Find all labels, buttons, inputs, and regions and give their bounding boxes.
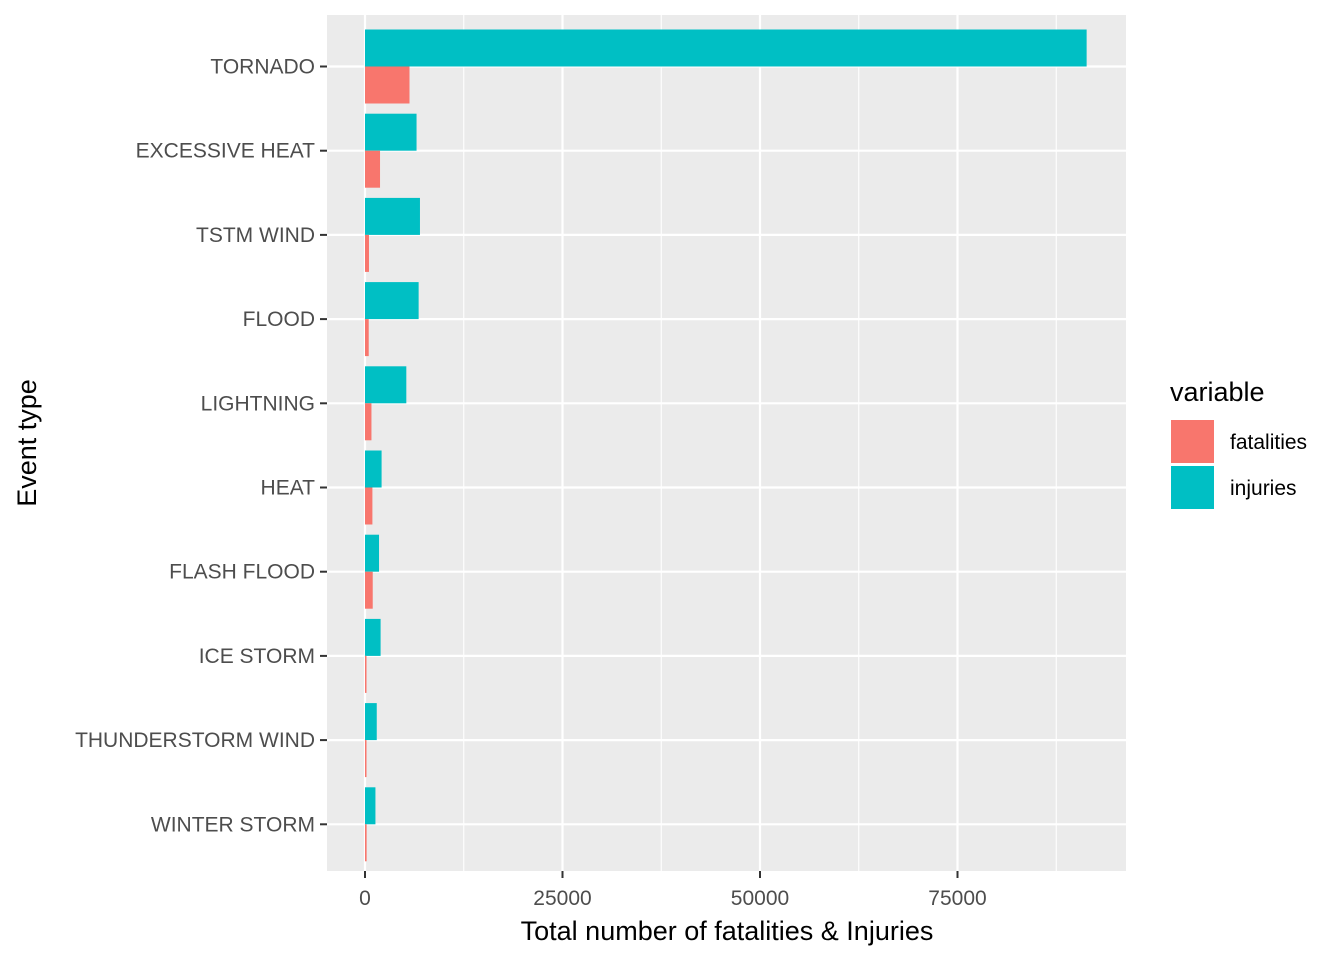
legend-title: variable: [1170, 377, 1265, 407]
bar-fatalities: [365, 151, 380, 188]
bar-fatalities: [365, 740, 367, 777]
x-axis-title: Total number of fatalities & Injuries: [521, 916, 934, 946]
x-tick-label: 75000: [928, 887, 986, 910]
y-tick-label: LIGHTNING: [201, 392, 315, 415]
y-tick-label: FLASH FLOOD: [169, 561, 315, 584]
bar-fatalities: [365, 319, 369, 356]
y-tick-label: FLOOD: [243, 308, 315, 331]
y-tick-label: TORNADO: [210, 56, 315, 79]
bar-injuries: [365, 30, 1087, 67]
bar-fatalities: [365, 403, 371, 440]
legend-label-injuries: injuries: [1230, 477, 1297, 500]
legend-key-injuries: [1171, 466, 1214, 509]
x-tick-label: 50000: [731, 887, 789, 910]
y-tick-label: THUNDERSTORM WIND: [75, 729, 315, 752]
x-tick-label: 25000: [533, 887, 591, 910]
y-tick-label: WINTER STORM: [151, 813, 315, 836]
legend-label-fatalities: fatalities: [1230, 431, 1307, 454]
legend-key-fatalities: [1171, 420, 1214, 463]
x-tick-label: 0: [359, 887, 371, 910]
bar-fatalities: [365, 235, 369, 272]
bar-injuries: [365, 787, 375, 824]
bar-injuries: [365, 451, 382, 488]
bar-fatalities: [365, 488, 372, 525]
y-axis-title: Event type: [12, 379, 42, 507]
bar-fatalities: [365, 824, 367, 861]
plot-panel: [327, 15, 1126, 871]
y-axis-ticks: TORNADO EXCESSIVE HEAT TSTM WIND FLOOD LIGHT…: [75, 56, 327, 837]
bar-injuries: [365, 282, 419, 319]
y-tick-label: ICE STORM: [199, 645, 315, 668]
bar-injuries: [365, 114, 417, 151]
bar-injuries: [365, 703, 377, 740]
legend: fatalities injuries: [1171, 420, 1307, 509]
bar-fatalities: [365, 67, 410, 104]
bar-injuries: [365, 198, 420, 235]
y-tick-label: HEAT: [261, 477, 316, 500]
bar-injuries: [365, 535, 379, 572]
y-tick-label: EXCESSIVE HEAT: [136, 140, 316, 163]
bar-fatalities: [365, 656, 367, 693]
x-axis-ticks: 0 25000 50000 75000: [359, 871, 987, 910]
bar-injuries: [365, 366, 406, 403]
bar-injuries: [365, 619, 381, 656]
bar-fatalities: [365, 572, 373, 609]
y-tick-label: TSTM WIND: [196, 224, 315, 247]
